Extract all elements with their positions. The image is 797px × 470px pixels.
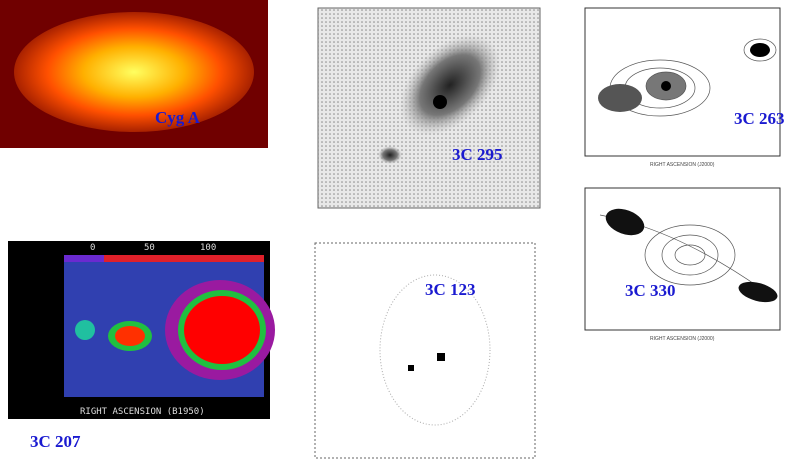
3c123-panel: 3C 123: [314, 242, 536, 459]
core: [433, 95, 447, 109]
radio-lobe: [750, 43, 770, 57]
colorbar: [64, 255, 104, 262]
3c207-panel: 0 50 100 RIGHT ASCENSION (B1950) 3C 207: [8, 241, 275, 451]
x-axis-label: RIGHT ASCENSION (J2000): [650, 162, 715, 168]
panel-label: 3C 123: [425, 280, 476, 299]
contours: [379, 274, 491, 426]
radio-lobe: [75, 320, 95, 340]
radio-lobe: [14, 12, 254, 132]
radio-lobe: [738, 281, 778, 303]
panel-label: 3C 295: [452, 145, 503, 164]
radio-lobe: [184, 296, 260, 364]
core: [661, 81, 671, 91]
hotspot: [408, 365, 414, 371]
colorbar-tick: 100: [200, 243, 216, 253]
radio-lobe: [378, 146, 402, 164]
panel-label: 3C 330: [625, 281, 676, 300]
hotspot: [437, 353, 445, 361]
panel-label: Cyg A: [155, 108, 201, 127]
colorbar: [64, 255, 264, 262]
3c330-panel: RIGHT ASCENSION (J2000) 3C 330: [584, 187, 781, 342]
radio-lobe: [598, 84, 642, 112]
cyg-a-panel: Cyg A: [0, 0, 268, 148]
image-bg: [314, 242, 536, 459]
3c263-panel: RIGHT ASCENSION (J2000) 3C 263: [584, 7, 785, 168]
x-axis-label: RIGHT ASCENSION (J2000): [650, 336, 715, 342]
panel-label: 3C 207: [30, 432, 81, 451]
3c295-panel: 3C 295: [317, 7, 541, 209]
colorbar-tick: 50: [144, 243, 155, 253]
radio-lobe: [605, 208, 645, 236]
colorbar-tick: 0: [90, 243, 95, 253]
image-bg: [584, 7, 781, 157]
panel-label: 3C 263: [734, 109, 785, 128]
radio-lobe: [399, 34, 501, 136]
x-axis-label: RIGHT ASCENSION (B1950): [80, 407, 205, 417]
core: [115, 326, 145, 346]
